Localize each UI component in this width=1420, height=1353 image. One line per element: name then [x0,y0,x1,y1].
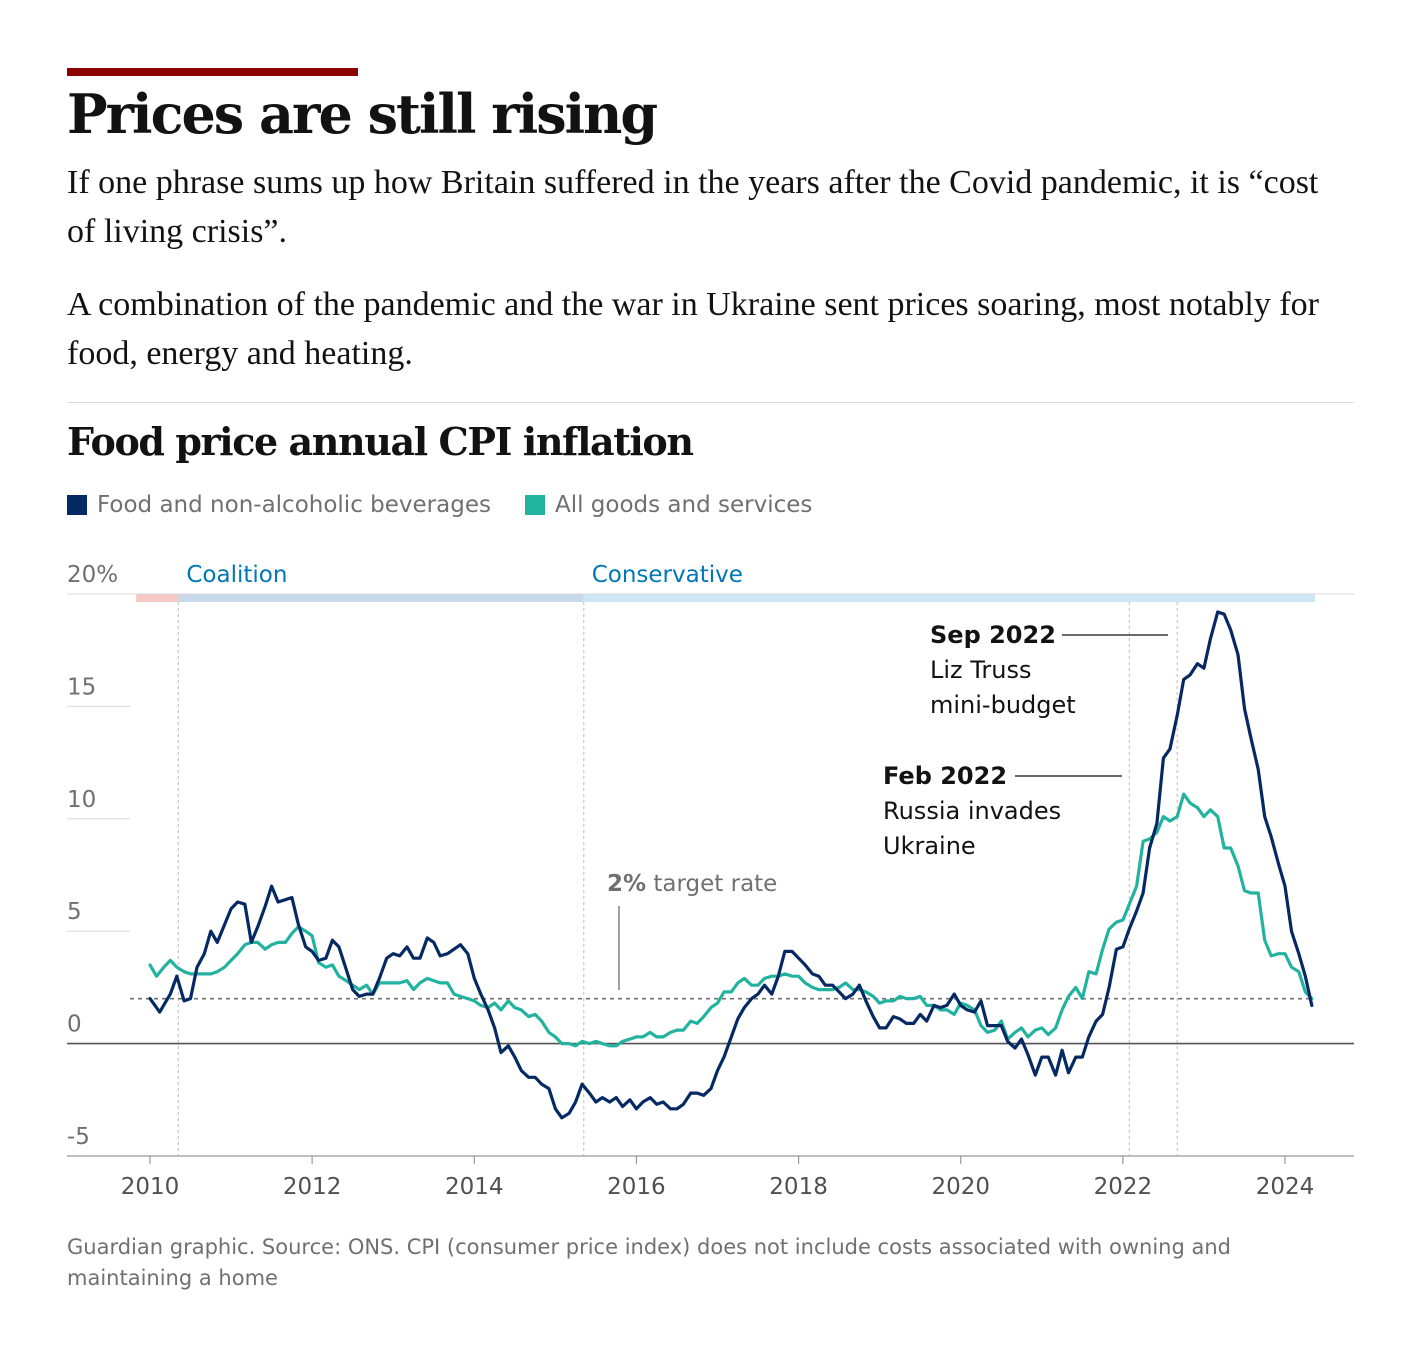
annotation-text: Russia invades [883,797,1061,825]
x-tick-label: 2020 [931,1174,990,1200]
annotation-text: Ukraine [883,832,976,860]
x-tick-label: 2024 [1256,1174,1315,1200]
annotation-0: Sep 2022 Liz Truss mini-budget [930,621,1168,719]
legend-label-all: All goods and services [554,492,813,518]
y-tick-label: 20% [67,562,118,588]
legend-swatch-all [524,495,545,515]
government-period-band-2 [583,594,1315,602]
headline: Prices are still rising [67,82,658,146]
annotation-date: Sep 2022 [930,621,1056,649]
x-tick-label: 2016 [607,1174,666,1200]
y-tick-label: 15 [67,674,96,700]
government-period-label-2: Conservative [592,562,743,588]
section-divider [67,402,1354,403]
annotation-text: Liz Truss [930,656,1031,684]
government-period-label-1: Coalition [186,562,287,588]
standfirst-paragraph-1: If one phrase sums up how Britain suffer… [67,164,1319,250]
government-period-band-1 [178,594,584,602]
source-note: Guardian graphic. Source: ONS. CPI (cons… [67,1235,1231,1290]
government-period-band-0 [136,594,179,602]
chart-legend: Food and non-alcoholic beverages All goo… [67,488,846,522]
x-tick-label: 2010 [121,1174,180,1200]
y-tick-label: -5 [67,1124,90,1150]
y-tick-label: 0 [67,1012,82,1038]
chart-title: Food price annual CPI inflation [67,419,694,464]
x-tick-label: 2022 [1094,1174,1153,1200]
inflation-line-chart: Coalition Conservative -5 0 5 10 15 20% 2% targe… [67,562,1354,1200]
standfirst-paragraph-2: A combination of the pandemic and the wa… [67,286,1320,372]
x-tick-label: 2018 [769,1174,828,1200]
headline-accent-bar [67,68,358,76]
annotation-text: mini-budget [930,691,1076,719]
x-tick-label: 2012 [283,1174,342,1200]
legend-item-all: All goods and services [524,492,813,518]
y-tick-label: 5 [67,899,82,925]
target-rate-label: 2% target rate [607,871,777,897]
series-line-food [148,610,1314,1120]
legend-label-food: Food and non-alcoholic beverages [97,492,491,518]
series-line-all-goods [148,792,1314,1048]
annotation-1: Feb 2022 Russia invades Ukraine [883,762,1122,860]
x-tick-label: 2014 [445,1174,504,1200]
legend-swatch-food [67,495,87,515]
y-tick-label: 10 [67,787,96,813]
legend-item-food: Food and non-alcoholic beverages [67,492,491,518]
annotation-date: Feb 2022 [883,762,1007,790]
